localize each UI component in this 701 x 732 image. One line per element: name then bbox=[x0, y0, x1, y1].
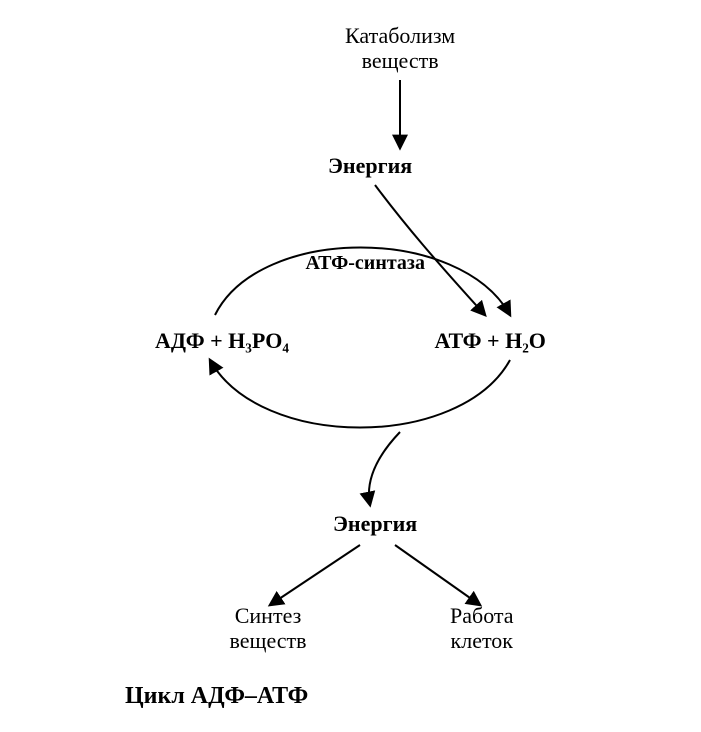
node-atp-synthase: АТФ-синтаза bbox=[306, 252, 425, 275]
node-work: Работаклеток bbox=[450, 603, 514, 654]
node-energy-bot: Энергия bbox=[333, 511, 417, 536]
node-catabolism: Катаболизмвеществ bbox=[345, 23, 455, 74]
node-synthesis: Синтезвеществ bbox=[230, 603, 307, 654]
caption: Цикл АДФ–АТФ bbox=[125, 683, 308, 711]
arrow-layer bbox=[0, 0, 701, 732]
node-adp: АДФ + H₃PO₄ bbox=[155, 328, 289, 353]
node-atp: АТФ + H₂O bbox=[435, 328, 546, 353]
diagram-stage: Катаболизмвеществ Энергия АТФ-синтаза АД… bbox=[0, 0, 701, 732]
edge-e4 bbox=[369, 432, 400, 505]
edge-e6 bbox=[395, 545, 480, 605]
edge-e5 bbox=[270, 545, 360, 605]
node-energy-top: Энергия bbox=[328, 153, 412, 178]
edge-e3_bot bbox=[210, 360, 510, 428]
